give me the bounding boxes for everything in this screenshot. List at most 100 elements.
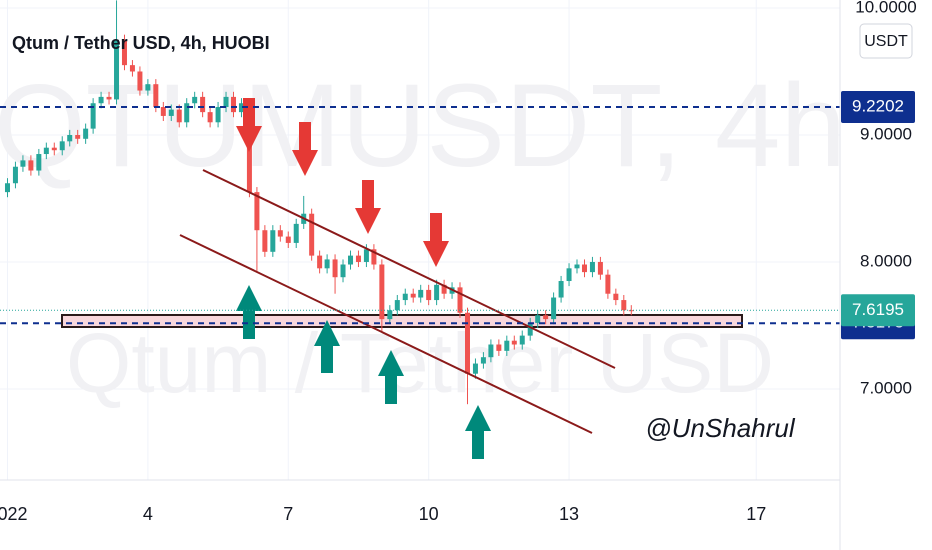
x-tick-label: 7 <box>283 504 293 524</box>
last-price-label: 7.6195 <box>852 300 904 319</box>
candle-body <box>28 160 34 171</box>
candle-body <box>488 344 494 358</box>
drawings <box>179 98 616 459</box>
candle-body <box>387 310 393 320</box>
candle-body <box>480 357 486 364</box>
channel-lower <box>179 234 593 434</box>
y-tick-label: 10.0000 <box>855 0 916 16</box>
candle-body <box>348 255 354 265</box>
candle-body <box>402 293 408 301</box>
candle-body <box>106 96 112 100</box>
candle-body <box>254 192 260 231</box>
candle-body <box>4 183 10 193</box>
candle-body <box>457 287 463 313</box>
x-tick-label: 10 <box>419 504 439 524</box>
candle-body <box>621 300 627 311</box>
up-arrow <box>378 350 404 404</box>
candle-body <box>363 249 369 262</box>
candle-body <box>519 335 525 345</box>
grid <box>0 0 840 480</box>
up-arrow <box>236 285 262 339</box>
chart-title: Qtum / Tether USD, 4h, HUOBI <box>12 33 270 53</box>
last-price-box <box>841 294 915 327</box>
candle-body <box>418 289 424 298</box>
down-arrow <box>423 213 449 267</box>
candle-body <box>441 284 447 294</box>
candle-body <box>613 293 619 301</box>
candle-body <box>67 134 73 142</box>
candle-body <box>59 141 65 151</box>
candle-body <box>277 230 283 237</box>
candle-body <box>83 128 89 139</box>
up-arrow <box>314 320 340 373</box>
y-tick-label: 8.0000 <box>860 251 912 270</box>
candle-body <box>231 96 237 113</box>
candle-body <box>464 312 470 374</box>
candle-body <box>426 289 432 301</box>
down-arrow <box>236 98 262 152</box>
candle-body <box>36 154 42 171</box>
candle-body <box>597 261 603 275</box>
candle-body <box>20 160 26 167</box>
candle-body <box>293 223 299 243</box>
down-arrows <box>236 98 449 267</box>
down-arrow <box>355 180 381 234</box>
candle-body <box>605 274 611 294</box>
candle-body <box>270 230 276 252</box>
candle-body <box>472 363 478 374</box>
watermark: Qtum / Tether USD <box>66 316 774 410</box>
x-tick-label: 17 <box>746 504 766 524</box>
channel-upper <box>202 169 616 369</box>
up-arrow <box>465 405 491 459</box>
currency-button[interactable] <box>859 23 913 59</box>
candle-body <box>207 112 213 123</box>
price-label: 9.2202 <box>852 97 904 116</box>
drawings-back <box>61 314 743 328</box>
candle-body <box>137 71 143 91</box>
candle-body <box>574 264 580 269</box>
candle-body <box>410 293 416 298</box>
down-arrow <box>292 122 318 176</box>
watermark: QTUMUSDT, 4h <box>0 60 846 192</box>
candle-body <box>527 322 533 336</box>
candle-body <box>238 103 244 113</box>
author-annotation: @UnShahrul <box>645 413 795 443</box>
candle-body <box>184 103 190 123</box>
currency-label[interactable]: USDT <box>864 33 908 50</box>
candle-body <box>504 340 510 351</box>
y-tick-label: 9.0000 <box>860 124 912 143</box>
candle-body <box>589 261 595 273</box>
candle-body <box>581 264 587 273</box>
candle-body <box>98 96 104 104</box>
candle-body <box>566 268 572 282</box>
candle-body <box>551 297 557 320</box>
candle-body <box>535 315 541 323</box>
candle-body <box>628 310 634 312</box>
x-tick-label: 4 <box>143 504 153 524</box>
candle-body <box>145 84 151 91</box>
candle-body <box>90 103 96 129</box>
candle-body <box>51 147 57 151</box>
candle-body <box>176 109 182 123</box>
candle-body <box>223 96 229 108</box>
candle-body <box>262 230 268 252</box>
y-tick-label: 7.0000 <box>860 378 912 397</box>
candle-body <box>168 109 174 116</box>
candle-body <box>558 281 564 298</box>
candle-body <box>317 255 323 269</box>
candle-body <box>543 315 549 320</box>
candle-body <box>371 249 377 265</box>
candle-body <box>153 84 159 108</box>
candle-body <box>324 259 330 269</box>
candle-body <box>340 264 346 278</box>
candle-body <box>285 236 291 243</box>
candle-body <box>511 340 517 345</box>
up-arrows <box>236 285 491 459</box>
candle-body <box>12 166 18 184</box>
candle-body <box>160 107 166 116</box>
candle-body <box>75 134 81 139</box>
support-zone <box>61 314 743 328</box>
x-tick-label: 13 <box>559 504 579 524</box>
candle-body <box>114 39 120 100</box>
